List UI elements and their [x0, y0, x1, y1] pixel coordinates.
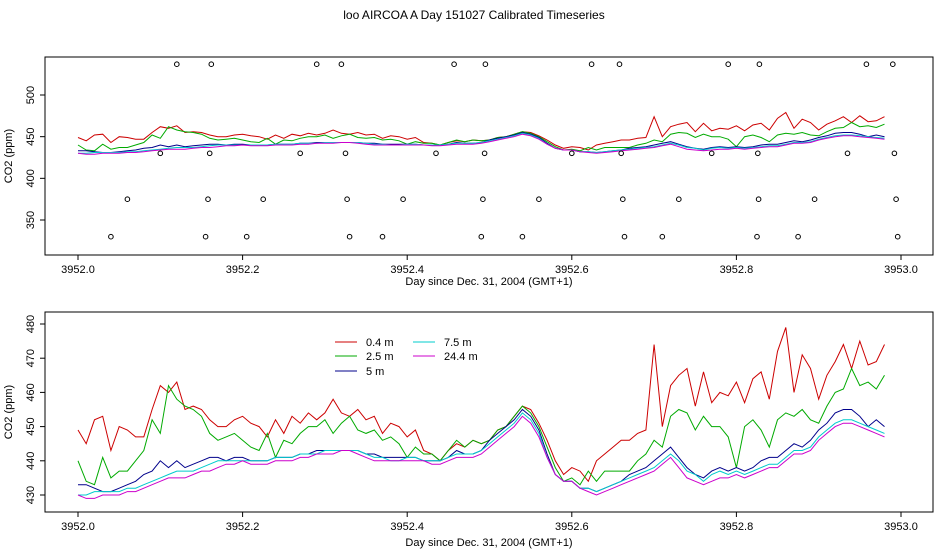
- top-x-tick-label: 3953.0: [884, 264, 918, 276]
- legend-label: 7.5 m: [444, 337, 472, 349]
- top-x-tick-label: 3952.0: [61, 264, 95, 276]
- bottom-y-tick-label: 430: [25, 486, 37, 504]
- top-flag-marker: [618, 150, 625, 157]
- figure-title: loo AIRCOA A Day 151027 Calibrated Times…: [343, 8, 604, 22]
- top-flag-marker: [297, 150, 304, 157]
- top-flag-marker: [755, 196, 762, 202]
- bottom-x-tick-label: 3952.0: [61, 521, 95, 533]
- bottom-x-axis-label: Day since Dec. 31, 2004 (GMT+1): [405, 537, 572, 549]
- top-flag-marker: [124, 196, 131, 202]
- top-flag-marker: [890, 61, 896, 67]
- top-x-tick-label: 3952.8: [720, 264, 754, 276]
- top-flag-marker: [379, 233, 386, 240]
- bottom-y-tick-label: 460: [25, 383, 37, 401]
- top-flag-marker: [400, 196, 406, 202]
- top-flag-marker: [346, 233, 353, 240]
- top-flag-marker: [844, 150, 851, 157]
- top-y-axis-label: CO2 (ppm): [3, 129, 15, 183]
- top-flag-marker: [621, 233, 628, 240]
- bottom-series-line-24-4-mm: [77, 415, 885, 499]
- top-flag-marker: [893, 196, 899, 202]
- top-y-tick-label: 400: [25, 169, 37, 187]
- top-flag-marker: [451, 61, 457, 67]
- top-flag-marker: [894, 233, 901, 240]
- legend-label: 5 m: [366, 366, 384, 378]
- top-flag-marker: [206, 150, 213, 157]
- legend: 0.4 m 2.5 m 5 m 7.5 m 24.4 m: [335, 337, 478, 378]
- top-x-tick-label: 3952.4: [390, 264, 424, 276]
- bottom-series-line-2-5-mm: [77, 367, 885, 486]
- top-flag-marker: [480, 196, 486, 202]
- top-flag-marker: [481, 150, 488, 157]
- top-y-tick-label: 450: [25, 127, 37, 145]
- bottom-y-tick-label: 440: [25, 452, 37, 470]
- top-flag-marker: [795, 233, 801, 240]
- bottom-y-tick-label: 450: [25, 417, 37, 435]
- top-flag-marker: [891, 150, 898, 157]
- bottom-x-tick-label: 3952.8: [720, 521, 754, 533]
- top-flag-marker: [708, 150, 715, 157]
- top-flag-marker: [725, 61, 732, 67]
- top-flag-marker: [205, 196, 211, 202]
- top-flag-marker: [108, 233, 114, 240]
- top-x-tick-label: 3952.6: [555, 264, 589, 276]
- top-flag-marker: [863, 61, 870, 67]
- top-flag-marker: [754, 233, 760, 240]
- top-series-line-24-4-mm: [77, 133, 885, 155]
- top-flag-marker: [569, 150, 575, 157]
- top-flag-marker: [433, 150, 439, 157]
- bottom-y-tick-label: 480: [25, 315, 37, 333]
- top-flag-marker: [342, 150, 349, 157]
- top-flag-marker: [482, 61, 489, 67]
- bottom-y-axis-label: CO2 (ppm): [3, 385, 15, 439]
- top-flag-marker: [208, 61, 215, 67]
- top-flag-marker: [157, 150, 164, 157]
- bottom-y-tick-label: 470: [25, 349, 37, 367]
- top-flag-marker: [338, 61, 345, 67]
- top-flag-marker: [616, 61, 623, 67]
- top-flag-marker: [811, 196, 818, 202]
- legend-label: 24.4 m: [444, 351, 478, 363]
- top-flag-marker: [202, 233, 209, 240]
- top-flag-marker: [478, 233, 485, 240]
- top-y-tick-label: 500: [25, 86, 37, 104]
- bottom-series-line-0-4-mm: [77, 327, 885, 483]
- bottom-panel-co2-timeseries: 3952.0 3952.2 3952.4 3952.6 3952.8 3953.0 430…: [3, 311, 934, 549]
- top-flag-marker: [344, 196, 350, 202]
- bottom-x-tick-label: 3952.6: [555, 521, 589, 533]
- top-flag-marker: [659, 233, 666, 240]
- bottom-x-tick-label: 3953.0: [884, 521, 918, 533]
- top-x-tick-label: 3952.2: [226, 264, 260, 276]
- bottom-x-tick-label: 3952.4: [390, 521, 424, 533]
- top-flag-marker: [676, 196, 682, 202]
- top-plot-frame: [44, 56, 934, 256]
- legend-label: 2.5 m: [366, 351, 394, 363]
- top-flag-marker: [536, 196, 542, 202]
- top-flag-marker: [243, 233, 250, 240]
- bottom-series-line-7-5-mm: [78, 412, 885, 496]
- top-flag-marker: [588, 61, 595, 67]
- bottom-plot-frame: [44, 311, 934, 513]
- top-panel-calibrated-markers: 3952.0 3952.2 3952.4 3952.6 3952.8 3953.0 350…: [3, 56, 934, 288]
- top-y-tick-label: 350: [25, 211, 37, 229]
- top-flag-marker: [260, 196, 267, 202]
- top-flag-marker: [755, 150, 761, 157]
- top-flag-marker: [756, 61, 763, 67]
- top-series-line-2-5-mm: [77, 121, 885, 152]
- bottom-x-tick-label: 3952.2: [226, 521, 260, 533]
- top-flag-marker: [620, 196, 626, 202]
- top-flag-marker: [519, 233, 526, 240]
- top-flag-marker: [313, 61, 320, 67]
- top-x-axis-label: Day since Dec. 31, 2004 (GMT+1): [405, 276, 572, 288]
- top-series-line-7-5-mm: [78, 132, 885, 154]
- top-flag-marker: [174, 61, 180, 67]
- legend-label: 0.4 m: [366, 337, 394, 349]
